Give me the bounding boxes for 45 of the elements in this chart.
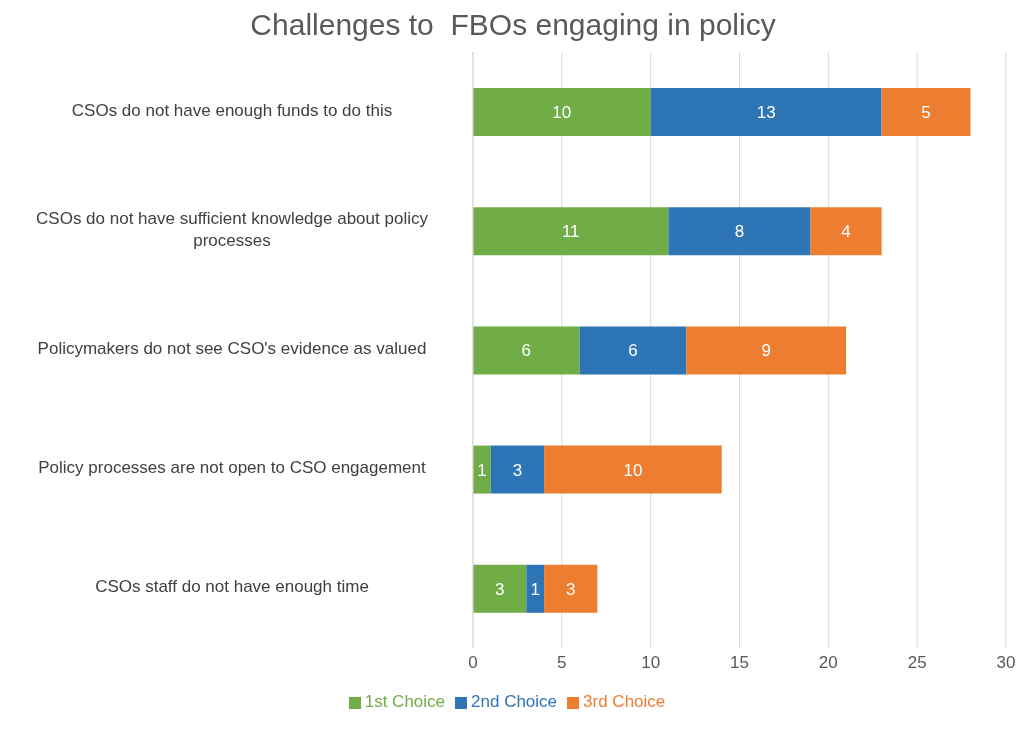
data-label: 8 bbox=[734, 222, 745, 242]
data-label: 10 bbox=[552, 103, 572, 123]
bar bbox=[810, 207, 882, 256]
data-label: 3 bbox=[565, 579, 576, 599]
data-label: 1 bbox=[530, 579, 540, 599]
data-label: 11 bbox=[561, 222, 580, 242]
data-label: 3 bbox=[512, 460, 523, 480]
legend-label: 1st Choice bbox=[364, 692, 446, 711]
y-tick-label: CSOs do not have sufficient knowledge about policy processes bbox=[36, 209, 429, 251]
bar bbox=[650, 88, 882, 136]
chart-title: Challenges to FBOs engaging in policy bbox=[249, 8, 777, 42]
bar bbox=[473, 88, 651, 136]
bar bbox=[473, 326, 580, 375]
bar bbox=[490, 445, 545, 494]
data-label: 6 bbox=[521, 341, 532, 361]
x-tick-label: 5 bbox=[557, 653, 567, 673]
x-tick-label: 10 bbox=[641, 653, 661, 673]
bar bbox=[686, 326, 847, 375]
x-tick-label: 25 bbox=[907, 653, 927, 673]
data-label: 10 bbox=[623, 460, 643, 480]
x-tick-label: 20 bbox=[818, 653, 838, 673]
bar bbox=[526, 564, 545, 613]
bar bbox=[579, 326, 687, 375]
data-label: 4 bbox=[841, 222, 851, 242]
data-label: 1 bbox=[477, 460, 487, 480]
y-tick-label: Policy processes are not open to CSO engagement bbox=[38, 458, 426, 478]
bar bbox=[668, 207, 811, 256]
bar bbox=[544, 564, 598, 613]
data-label: 5 bbox=[921, 103, 931, 123]
x-tick-label: 30 bbox=[996, 653, 1016, 673]
legend-label: 2nd Choice bbox=[471, 692, 558, 711]
y-tick-label: Policymakers do not see CSO's evidence as valued bbox=[37, 339, 427, 359]
y-tick-label: CSOs staff do not have enough time bbox=[95, 577, 369, 597]
data-label: 6 bbox=[628, 341, 638, 361]
bar bbox=[544, 445, 722, 494]
x-tick-label: 15 bbox=[730, 653, 749, 673]
data-label: 9 bbox=[761, 341, 771, 361]
data-label: 3 bbox=[494, 579, 505, 599]
bar bbox=[881, 88, 971, 136]
data-label: 13 bbox=[756, 103, 776, 123]
bar bbox=[473, 564, 527, 613]
bar bbox=[473, 207, 669, 256]
x-tick-label: 0 bbox=[468, 653, 478, 673]
y-tick-label: CSOs do not have enough funds to do this bbox=[71, 101, 393, 121]
legend-label: 3rd Choice bbox=[583, 692, 666, 711]
